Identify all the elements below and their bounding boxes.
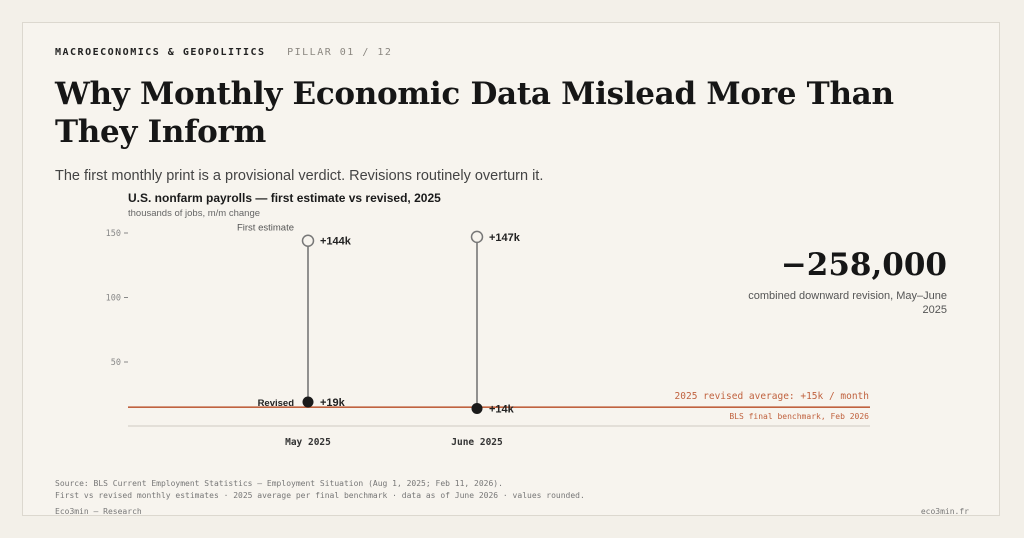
revised-label: +14k bbox=[489, 403, 515, 415]
revised-point bbox=[302, 396, 314, 408]
pillar-label: PILLAR 01 / 12 bbox=[287, 47, 393, 58]
y-tick-label: 50 bbox=[111, 358, 121, 368]
report-card: MACROECONOMICS & GEOPOLITICS PILLAR 01 /… bbox=[22, 22, 1000, 516]
eyebrow: MACROECONOMICS & GEOPOLITICS PILLAR 01 /… bbox=[55, 47, 392, 58]
reference-line-sublabel: BLS final benchmark, Feb 2026 bbox=[729, 412, 869, 421]
category-label: MACROECONOMICS & GEOPOLITICS bbox=[55, 47, 266, 58]
x-tick-label: June 2025 bbox=[451, 437, 503, 448]
chart-title: U.S. nonfarm payrolls — first estimate v… bbox=[128, 191, 441, 205]
revision-caption: combined downward revision, May–June 202… bbox=[748, 290, 947, 316]
revised-point bbox=[471, 402, 483, 414]
headline: Why Monthly Economic Data Mislead More T… bbox=[55, 76, 894, 150]
x-tick-label: May 2025 bbox=[285, 437, 331, 448]
site-label: eco3min.fr bbox=[920, 507, 969, 516]
revised-series-label: Revised bbox=[258, 398, 295, 409]
revised-label: +19k bbox=[320, 397, 346, 409]
chart-unit-label: thousands of jobs, m/m change bbox=[128, 208, 261, 219]
revision-total: −258,000 bbox=[780, 247, 947, 283]
source-note: Source: BLS Current Employment Statistic… bbox=[55, 479, 503, 488]
first-estimate-label: +147k bbox=[489, 232, 521, 244]
first-estimate-point bbox=[301, 234, 315, 247]
y-tick-label: 150 bbox=[106, 229, 121, 239]
first-estimate-series-label: First estimate bbox=[237, 223, 294, 234]
first-estimate-label: +144k bbox=[320, 236, 352, 248]
first-estimate-point bbox=[470, 230, 484, 244]
method-note: First vs revised monthly estimates · 202… bbox=[55, 491, 585, 500]
y-tick-label: 100 bbox=[106, 294, 121, 304]
brand-label: Eco3min — Research bbox=[55, 507, 142, 516]
subtitle: The first monthly print is a provisional… bbox=[55, 168, 544, 184]
reference-line-label: 2025 revised average: +15k / month bbox=[675, 391, 869, 402]
